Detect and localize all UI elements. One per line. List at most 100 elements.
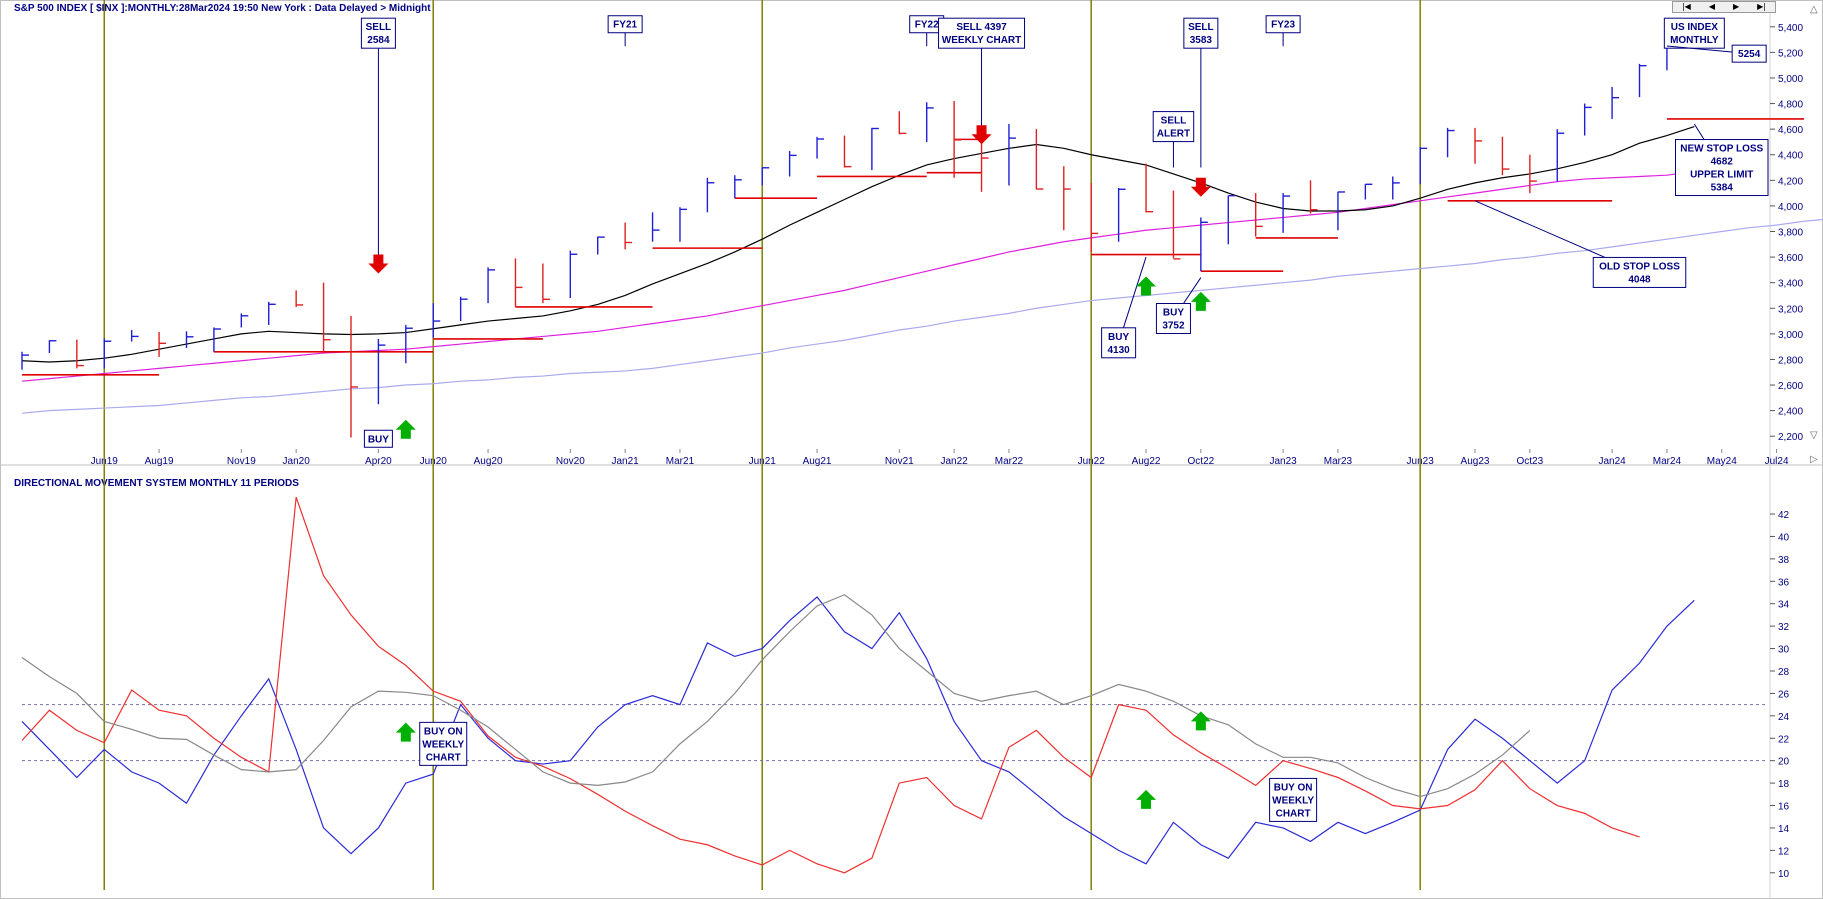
time-tick-label: Aug22 xyxy=(1132,456,1161,467)
price-annotation-text: BUY xyxy=(1163,308,1184,319)
time-tick-label: Apr20 xyxy=(365,456,392,467)
price-annotation-text: US INDEX xyxy=(1671,22,1719,33)
price-annotation-text: FY22 xyxy=(915,20,939,31)
price-tick-label: 2,600 xyxy=(1778,381,1803,392)
dmi-tick-label: 26 xyxy=(1778,689,1790,700)
next-icon[interactable]: ▶ xyxy=(1732,2,1740,11)
dmi-tick-label: 30 xyxy=(1778,645,1790,656)
scroll-down-icon: ▽ xyxy=(1810,430,1818,441)
dmi-tick-label: 16 xyxy=(1778,802,1790,813)
time-tick-label: Jan24 xyxy=(1598,456,1626,467)
moving-average-short-line xyxy=(21,126,1695,363)
price-tick-label: 3,200 xyxy=(1778,304,1803,315)
price-annotation-text: 4130 xyxy=(1107,345,1130,356)
price-annotation-box xyxy=(938,17,1026,49)
time-tick-label: Oct22 xyxy=(1188,456,1215,467)
scroll-right-icon: ▷ xyxy=(1810,454,1818,465)
time-tick-label: Nov20 xyxy=(556,456,585,467)
price-annotation-text: OLD STOP LOSS xyxy=(1599,261,1680,272)
price-annotation-box xyxy=(1155,303,1191,334)
time-tick-label: Mar22 xyxy=(995,456,1024,467)
time-tick-label: Mar24 xyxy=(1653,456,1682,467)
chart-title: S&P 500 INDEX [ $INX ]:MONTHLY:28Mar2024… xyxy=(14,3,431,14)
lower-panel-title: DIRECTIONAL MOVEMENT SYSTEM MONTHLY 11 P… xyxy=(14,478,299,489)
price-tick-label: 3,800 xyxy=(1778,228,1803,239)
price-tick-label: 5,000 xyxy=(1778,74,1803,85)
previous-icon[interactable]: ◀ xyxy=(1708,2,1715,11)
dmi-annotation-text: CHART xyxy=(426,752,461,763)
price-tick-label: 4,400 xyxy=(1778,151,1803,162)
time-tick-label: Aug19 xyxy=(145,456,174,467)
time-tick-label: Jan21 xyxy=(612,456,640,467)
price-annotation-box xyxy=(607,15,643,34)
price-tick-label: 2,800 xyxy=(1778,355,1803,366)
moving-average-mid-line xyxy=(21,166,1722,382)
price-annotation-text: BUY xyxy=(368,434,389,445)
dmi-minus-line xyxy=(21,497,1640,874)
price-tick-label: 4,000 xyxy=(1778,202,1803,213)
last-page-icon[interactable]: ▶| xyxy=(1757,2,1766,11)
price-annotation-text: 3752 xyxy=(1162,321,1185,332)
moving-average-long-line xyxy=(21,218,1823,414)
dmi-annotation-text: BUY ON xyxy=(424,726,463,737)
price-tick-label: 2,400 xyxy=(1778,407,1803,418)
navigation-buttons[interactable]: |◀ ◀ ▶ ▶| xyxy=(1672,1,1776,13)
time-tick-label: Mar21 xyxy=(666,456,695,467)
sell-arrow-icon xyxy=(971,125,992,145)
dmi-annotation-text: BUY ON xyxy=(1274,782,1313,793)
price-annotation-text: 2584 xyxy=(367,35,390,46)
sell-arrow-icon xyxy=(1190,177,1211,197)
time-tick-label: Jul24 xyxy=(1765,456,1789,467)
dmi-tick-label: 10 xyxy=(1778,869,1790,880)
dmi-tick-label: 18 xyxy=(1778,779,1790,790)
buy-arrow-icon xyxy=(395,419,416,439)
dmi-tick-label: 40 xyxy=(1778,532,1790,543)
price-annotation-box xyxy=(1152,111,1195,143)
dmi-tick-label: 28 xyxy=(1778,667,1790,678)
dmi-annotation-box xyxy=(419,721,468,766)
buy-arrow-icon xyxy=(1190,291,1211,311)
price-annotation-text: NEW STOP LOSS xyxy=(1680,144,1763,155)
scroll-up-icon: △ xyxy=(1810,4,1818,15)
time-tick-label: Aug23 xyxy=(1461,456,1490,467)
dmi-annotation-text: CHART xyxy=(1276,808,1311,819)
dmi-tick-label: 36 xyxy=(1778,577,1790,588)
time-tick-label: Mar23 xyxy=(1324,456,1353,467)
buy-arrow-icon xyxy=(1136,789,1157,809)
dmi-tick-label: 42 xyxy=(1778,510,1790,521)
first-page-icon[interactable]: |◀ xyxy=(1681,2,1691,11)
price-tick-label: 4,600 xyxy=(1778,125,1803,136)
time-tick-label: Nov21 xyxy=(885,456,914,467)
price-annotation-text: WEEKLY CHART xyxy=(942,35,1021,46)
price-annotation-text: 4048 xyxy=(1628,274,1651,285)
price-annotation-text: ALERT xyxy=(1157,129,1190,140)
dmi-tick-label: 34 xyxy=(1778,600,1790,611)
price-annotation-box xyxy=(363,429,393,448)
time-tick-label: Jan20 xyxy=(283,456,311,467)
price-annotation-text: SELL xyxy=(366,22,392,33)
time-tick-label: Oct23 xyxy=(1517,456,1544,467)
price-tick-label: 3,400 xyxy=(1778,279,1803,290)
price-annotation-box xyxy=(360,17,396,49)
price-tick-label: 5,400 xyxy=(1778,23,1803,34)
price-annotation-text: 5384 xyxy=(1711,183,1734,194)
dmi-tick-label: 24 xyxy=(1778,712,1790,723)
dmi-tick-label: 20 xyxy=(1778,757,1790,768)
price-annotation-text: SELL xyxy=(1161,116,1187,127)
price-annotation-box xyxy=(1101,327,1137,359)
price-annotation-text: 5254 xyxy=(1738,49,1761,60)
price-tick-label: 4,800 xyxy=(1778,100,1803,111)
buy-arrow-icon xyxy=(1190,711,1211,731)
dmi-tick-label: 32 xyxy=(1778,622,1790,633)
price-annotation-box xyxy=(1663,17,1725,49)
price-annotation-box xyxy=(1265,15,1301,34)
price-annotation-box xyxy=(1592,256,1687,288)
price-tick-label: 3,000 xyxy=(1778,330,1803,341)
price-tick-label: 4,200 xyxy=(1778,176,1803,187)
adx-line xyxy=(21,594,1531,798)
price-annotation-text: SELL xyxy=(1188,22,1214,33)
buy-arrow-icon xyxy=(1136,276,1157,296)
time-tick-label: Aug20 xyxy=(474,456,503,467)
